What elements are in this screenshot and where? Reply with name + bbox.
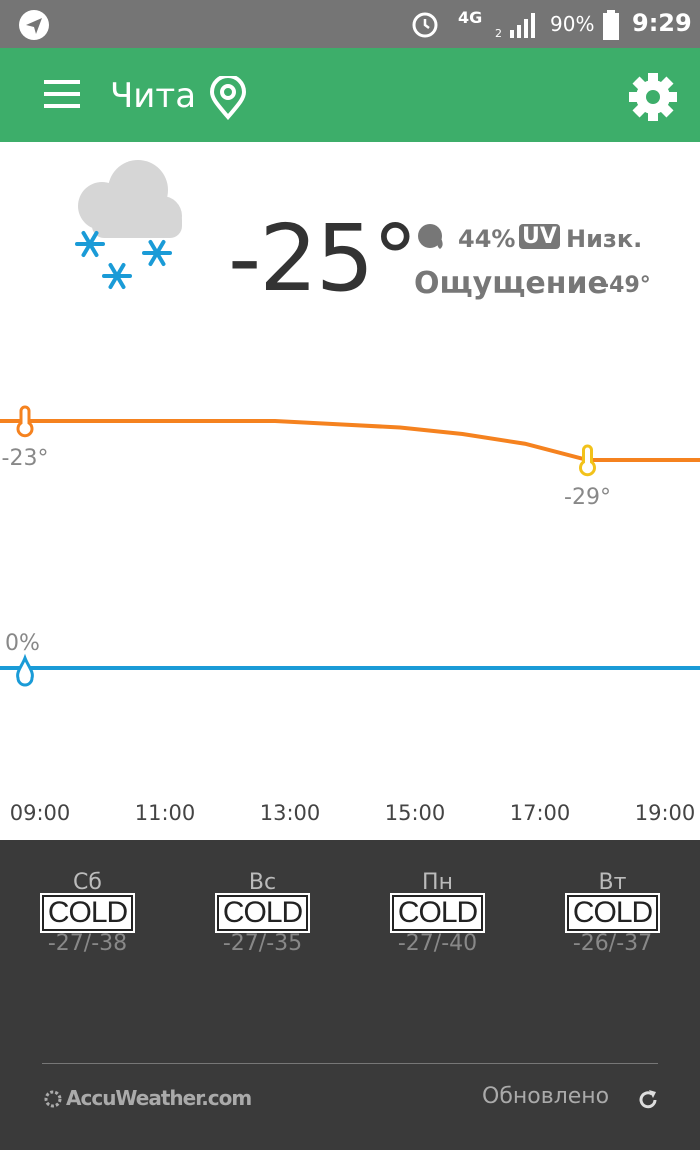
temperature-range: -27/-40 [397,931,478,956]
settings-button[interactable] [628,72,678,122]
hour-label: 09:00 [10,801,71,825]
condition-badge: COLD [39,893,136,933]
day-column[interactable]: Вт COLD -26/-37 [525,870,700,956]
uv-badge: UV [519,224,560,249]
status-bar: 4G 2 90% 9:29 [0,0,700,48]
daily-forecast: Сб COLD -27/-38 Вс COLD -27/-35 Пн COLD -27/-40 В… [0,840,700,1150]
temperature-range: -26/-37 [572,931,653,956]
uv-level: Низк. [566,225,643,253]
clock: 9:29 [632,9,692,37]
day-column[interactable]: Сб COLD -27/-38 [0,870,175,956]
day-column[interactable]: Пн COLD -27/-40 [350,870,525,956]
alarm-icon [412,12,438,38]
low-label: -29° [564,485,611,510]
condition-badge: COLD [389,893,486,933]
feels-like-label: Ощущение [414,266,608,301]
low-marker [579,444,596,477]
humidity: 44% [458,225,516,253]
hour-label: 15:00 [385,801,446,825]
location-icon [19,10,49,40]
signal-icon [510,13,535,38]
updated-label: Обновлено [482,1084,610,1109]
battery-icon [603,10,619,40]
day-name: Вт [598,870,627,895]
sim: 2 [495,27,502,40]
weather-icon [75,160,182,289]
hourly-chart: 09:00 11:00 13:00 15:00 17:00 19:00 -23° -29° 0% [0,405,700,825]
precipitation-label: 0% [5,631,40,656]
divider [42,1063,658,1064]
high-label: -23° [2,446,49,471]
hour-label: 13:00 [260,801,321,825]
refresh-button[interactable] [636,1088,660,1112]
hour-label: 19:00 [635,801,696,825]
pin-icon[interactable] [208,76,248,120]
brand[interactable]: AccuWeather.com [66,1086,252,1110]
day-name: Сб [73,870,102,895]
feels-like-value: -49° [600,273,651,298]
temperature-line [0,419,700,462]
network: 4G [458,8,483,27]
high-marker [16,405,34,438]
precipitation-marker [16,653,34,687]
hour-label: 17:00 [510,801,571,825]
current-temperature: -25° [228,205,418,312]
day-name: Пн [422,870,453,895]
condition-badge: COLD [214,893,311,933]
day-name: Вс [248,870,277,895]
day-column[interactable]: Вс COLD -27/-35 [175,870,350,956]
city-name[interactable]: Чита [110,76,197,116]
humidity-icon [418,224,443,249]
temperature-range: -27/-38 [47,931,128,956]
menu-button[interactable] [44,78,80,110]
hour-label: 11:00 [135,801,196,825]
brand-icon [44,1090,62,1108]
battery-level: 90% [550,12,595,36]
condition-badge: COLD [564,893,661,933]
temperature-range: -27/-35 [222,931,303,956]
app-bar: Чита [0,48,700,142]
